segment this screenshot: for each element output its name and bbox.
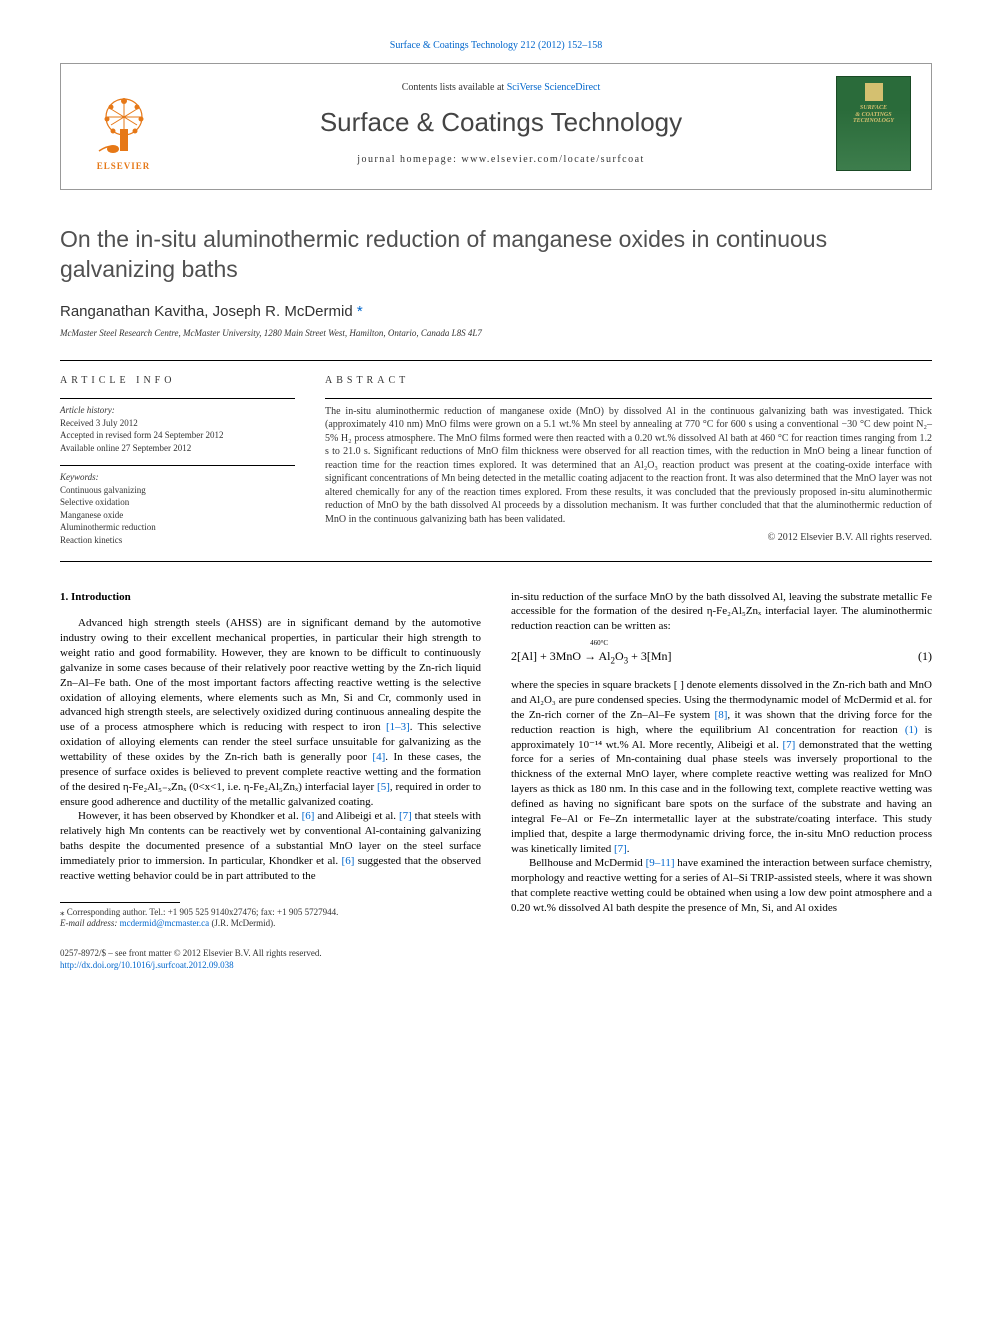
affiliation: McMaster Steel Research Centre, McMaster… bbox=[60, 328, 932, 338]
elsevier-text: ELSEVIER bbox=[97, 161, 151, 171]
right-para-3: Bellhouse and McDermid [9–11] have exami… bbox=[511, 856, 932, 915]
keywords-label: Keywords: bbox=[60, 472, 295, 482]
left-column: 1. Introduction Advanced high strength s… bbox=[60, 590, 481, 972]
equation-1: 2[Al] + 3MnO 460°C→ Al2O3 + 3[Mn] bbox=[511, 648, 672, 664]
rp3a: Bellhouse and McDermid bbox=[529, 857, 646, 869]
keyword-5: Reaction kinetics bbox=[60, 535, 122, 545]
cover-text: SURFACE & COATINGS TECHNOLOGY bbox=[853, 105, 894, 125]
top-citation-link[interactable]: Surface & Coatings Technology 212 (2012)… bbox=[60, 40, 932, 51]
footnote-email-link[interactable]: mcdermid@mcmaster.ca bbox=[120, 918, 210, 928]
right-para-2: where the species in square brackets [ ]… bbox=[511, 678, 932, 856]
info-abstract-row: ARTICLE INFO Article history: Received 3… bbox=[60, 361, 932, 561]
left-para-2: However, it has been observed by Khondke… bbox=[60, 809, 481, 883]
contents-line: Contents lists available at SciVerse Sci… bbox=[166, 82, 836, 93]
abstract-heading: ABSTRACT bbox=[325, 375, 932, 386]
lp2b: and Alibeigi et al. bbox=[314, 810, 398, 822]
info-divider-2 bbox=[60, 465, 295, 466]
article-info-heading: ARTICLE INFO bbox=[60, 375, 295, 386]
elsevier-logo: ELSEVIER bbox=[81, 76, 166, 171]
ref-7c[interactable]: [7] bbox=[614, 843, 627, 855]
footnote-block: ⁎ Corresponding author. Tel.: +1 905 525… bbox=[60, 907, 481, 930]
keyword-3: Manganese oxide bbox=[60, 510, 123, 520]
journal-name: Surface & Coatings Technology bbox=[166, 107, 836, 138]
rp2d: demonstrated that the wetting force for … bbox=[511, 739, 932, 855]
article-title: On the in-situ aluminothermic reduction … bbox=[60, 225, 932, 285]
ref-6b[interactable]: [6] bbox=[342, 855, 355, 867]
page-container: Surface & Coatings Technology 212 (2012)… bbox=[0, 0, 992, 1001]
ref-7b[interactable]: [7] bbox=[783, 739, 796, 751]
header-center: Contents lists available at SciVerse Sci… bbox=[166, 82, 836, 165]
history-label: Article history: bbox=[60, 405, 295, 415]
footnote-divider bbox=[60, 902, 180, 903]
left-para-1: Advanced high strength steels (AHSS) are… bbox=[60, 616, 481, 809]
history-received: Received 3 July 2012 bbox=[60, 418, 138, 428]
author-2: Joseph R. McDermid bbox=[213, 303, 353, 320]
journal-cover-thumb: SURFACE & COATINGS TECHNOLOGY bbox=[836, 76, 911, 171]
keyword-2: Selective oxidation bbox=[60, 497, 129, 507]
ref-9-11[interactable]: [9–11] bbox=[646, 857, 675, 869]
keywords-list: Continuous galvanizing Selective oxidati… bbox=[60, 484, 295, 547]
corresponding-asterisk[interactable]: * bbox=[357, 303, 363, 320]
footnote-email-suffix: (J.R. McDermid). bbox=[209, 918, 275, 928]
intro-heading: 1. Introduction bbox=[60, 590, 481, 605]
divider-bottom bbox=[60, 561, 932, 562]
history-text: Received 3 July 2012 Accepted in revised… bbox=[60, 417, 295, 455]
ref-4[interactable]: [4] bbox=[372, 751, 385, 763]
homepage-line: journal homepage: www.elsevier.com/locat… bbox=[166, 154, 836, 165]
abstract-divider bbox=[325, 398, 932, 399]
ref-8[interactable]: [8] bbox=[715, 709, 728, 721]
keyword-4: Aluminothermic reduction bbox=[60, 522, 156, 532]
history-online: Available online 27 September 2012 bbox=[60, 443, 191, 453]
keyword-1: Continuous galvanizing bbox=[60, 485, 146, 495]
article-info-block: ARTICLE INFO Article history: Received 3… bbox=[60, 375, 295, 547]
journal-header-box: ELSEVIER Contents lists available at Sci… bbox=[60, 63, 932, 190]
footer-issn: 0257-8972/$ – see front matter © 2012 El… bbox=[60, 948, 322, 958]
ref-1-3[interactable]: [1–3] bbox=[386, 721, 410, 733]
footnote-email-label: E-mail address: bbox=[60, 918, 120, 928]
footer-doi-link[interactable]: http://dx.doi.org/10.1016/j.surfcoat.201… bbox=[60, 960, 234, 970]
ref-eq1[interactable]: (1) bbox=[905, 724, 918, 736]
lp2a: However, it has been observed by Khondke… bbox=[78, 810, 302, 822]
ref-5[interactable]: [5] bbox=[377, 781, 390, 793]
elsevier-tree-icon bbox=[89, 89, 159, 159]
abstract-copyright: © 2012 Elsevier B.V. All rights reserved… bbox=[325, 532, 932, 543]
cover-line1: SURFACE bbox=[860, 105, 887, 111]
abstract-block: ABSTRACT The in-situ aluminothermic redu… bbox=[325, 375, 932, 547]
lp1a: Advanced high strength steels (AHSS) are… bbox=[60, 617, 481, 733]
abstract-text: The in-situ aluminothermic reduction of … bbox=[325, 405, 932, 527]
sciverse-link[interactable]: SciVerse ScienceDirect bbox=[507, 82, 601, 93]
author-1: Ranganathan Kavitha bbox=[60, 303, 204, 320]
rp2e: . bbox=[627, 843, 630, 855]
right-column: in-situ reduction of the surface MnO by … bbox=[511, 590, 932, 972]
footer-block: 0257-8972/$ – see front matter © 2012 El… bbox=[60, 948, 481, 971]
ref-7[interactable]: [7] bbox=[399, 810, 412, 822]
authors-line: Ranganathan Kavitha, Joseph R. McDermid … bbox=[60, 303, 932, 320]
cover-line2: & COATINGS bbox=[855, 112, 891, 118]
ref-6[interactable]: [6] bbox=[302, 810, 315, 822]
equation-number-1: (1) bbox=[918, 648, 932, 664]
right-para-1: in-situ reduction of the surface MnO by … bbox=[511, 590, 932, 635]
homepage-prefix: journal homepage: bbox=[357, 154, 461, 165]
homepage-url[interactable]: www.elsevier.com/locate/surfcoat bbox=[461, 154, 644, 165]
info-divider-1 bbox=[60, 398, 295, 399]
body-columns: 1. Introduction Advanced high strength s… bbox=[60, 590, 932, 972]
history-accepted: Accepted in revised form 24 September 20… bbox=[60, 430, 223, 440]
cover-icon bbox=[865, 83, 883, 101]
contents-prefix: Contents lists available at bbox=[402, 82, 507, 93]
header-inner: ELSEVIER Contents lists available at Sci… bbox=[61, 76, 931, 171]
equation-block: 2[Al] + 3MnO 460°C→ Al2O3 + 3[Mn] (1) bbox=[511, 648, 932, 664]
footnote-corr: ⁎ Corresponding author. Tel.: +1 905 525… bbox=[60, 907, 338, 917]
cover-line3: TECHNOLOGY bbox=[853, 118, 894, 124]
